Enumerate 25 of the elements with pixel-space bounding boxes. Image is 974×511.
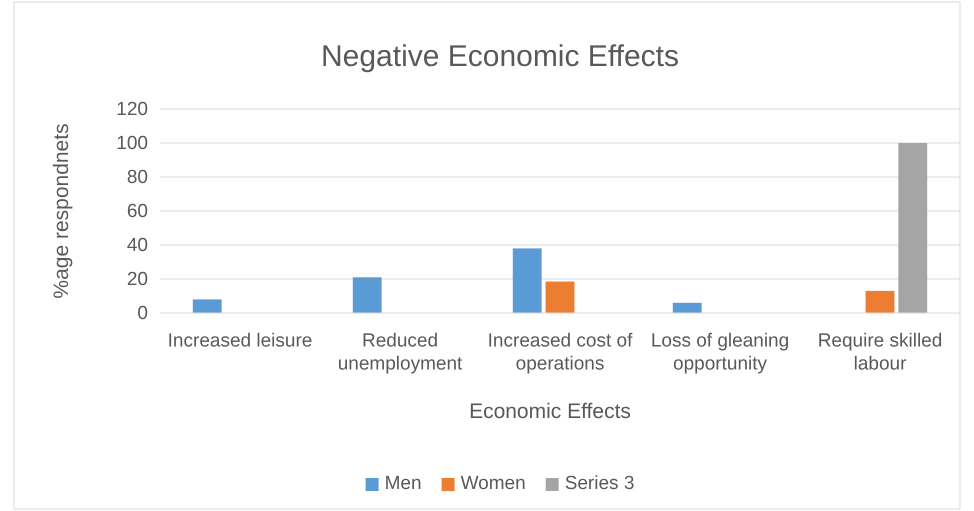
bar: [866, 290, 894, 313]
legend-label: Men: [384, 473, 422, 494]
y-tick-label: 100: [116, 133, 148, 154]
x-tick-label: Loss of gleaning opportunity: [650, 330, 790, 374]
chart-title: Negative Economic Effects: [321, 40, 679, 73]
bar: [192, 299, 222, 313]
legend-label: Women: [460, 473, 526, 494]
y-tick-label: 0: [137, 303, 148, 324]
bar: [898, 143, 928, 313]
y-axis-title: %age respondnets: [50, 123, 73, 299]
bar: [672, 302, 702, 313]
x-tick-label: Increased cost of operations: [488, 330, 634, 374]
y-tick-label: 120: [116, 99, 148, 120]
x-tick-label: Reduced unemployment: [338, 330, 464, 374]
x-tick-label: Require skilled labour: [818, 330, 942, 374]
y-tick-label: 20: [126, 269, 148, 290]
bar: [352, 277, 382, 313]
legend-label: Series 3: [564, 473, 634, 494]
bar: [512, 248, 542, 313]
y-tick-label: 60: [126, 201, 148, 222]
y-tick-label: 80: [126, 167, 148, 188]
x-axis-title: Economic Effects: [469, 400, 631, 423]
y-tick-label: 40: [126, 235, 148, 256]
bar: [546, 282, 574, 313]
x-tick-label: Increased leisure: [168, 330, 312, 352]
